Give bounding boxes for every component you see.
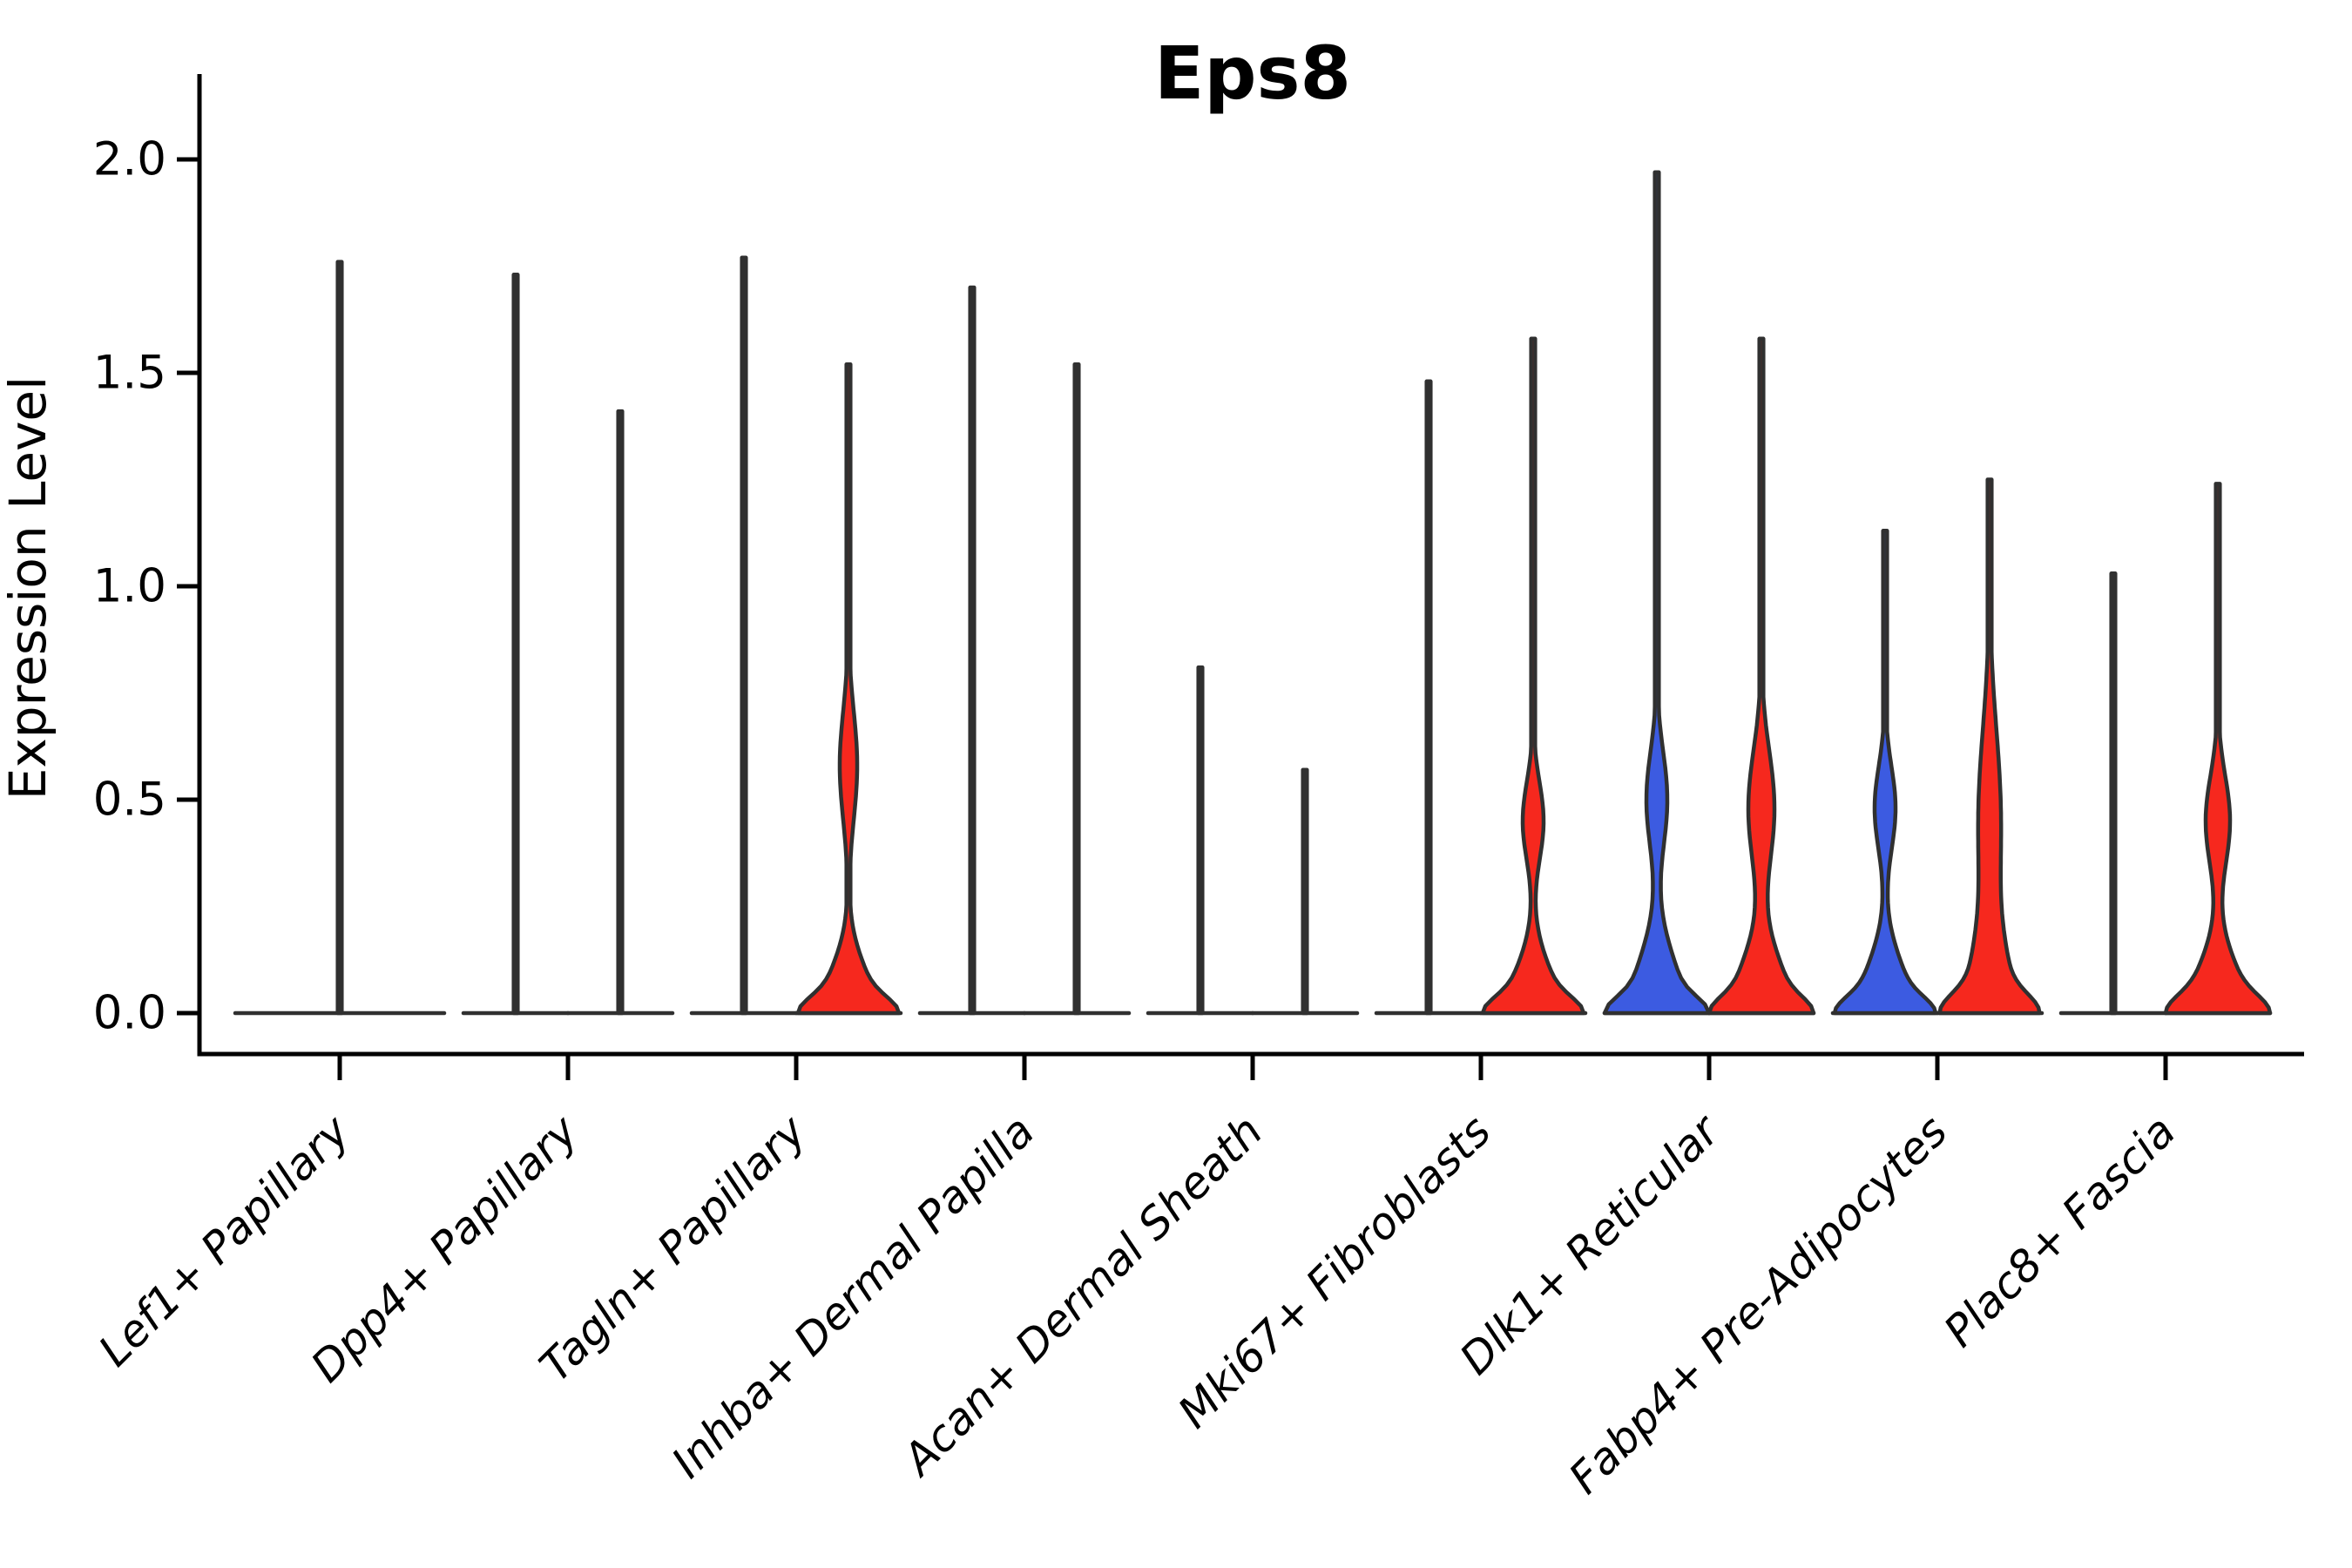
violin-body-red: [1937, 477, 2042, 1016]
violin-body-red: [1480, 336, 1586, 1016]
x-tick-label: Plac8+ Fascia: [1935, 1105, 2186, 1356]
y-tick-label: 0.0: [93, 987, 166, 1040]
violin-body-thin: [740, 255, 748, 1016]
violin-body-thin: [1196, 665, 1205, 1016]
x-tick-label: Lef1+ Papillary: [89, 1105, 360, 1375]
violin-body-thin: [2109, 571, 2118, 1016]
y-tick-label: 0.5: [93, 774, 166, 827]
violin-body-thin: [616, 409, 625, 1016]
violin-body-thin: [1424, 379, 1433, 1016]
violin-body-thin: [1301, 767, 1309, 1016]
violin-body-red: [2163, 482, 2273, 1016]
y-tick-label: 1.0: [93, 560, 166, 613]
x-tick-label: Acan+ Dermal Sheath: [892, 1105, 1273, 1486]
violin-body-thin: [968, 285, 977, 1016]
y-axis-label: Expression Level: [0, 376, 57, 800]
violin-body-thin: [1072, 362, 1081, 1016]
violin-body-thin: [511, 273, 520, 1016]
violin-body-red: [1707, 336, 1816, 1016]
violin-body-thin: [335, 260, 344, 1016]
x-tick-label: Inhba+ Dermal Papilla: [662, 1105, 1044, 1487]
y-tick-label: 1.5: [93, 347, 166, 400]
violin-body-red: [795, 362, 902, 1016]
violin-body-blue: [1602, 170, 1712, 1016]
violin-body-blue: [1832, 529, 1938, 1016]
y-tick-label: 2.0: [93, 133, 166, 186]
x-tick-label: Fabp4+ Pre-Adipocytes: [1559, 1105, 1957, 1504]
chart-title: Eps8: [1154, 30, 1351, 116]
